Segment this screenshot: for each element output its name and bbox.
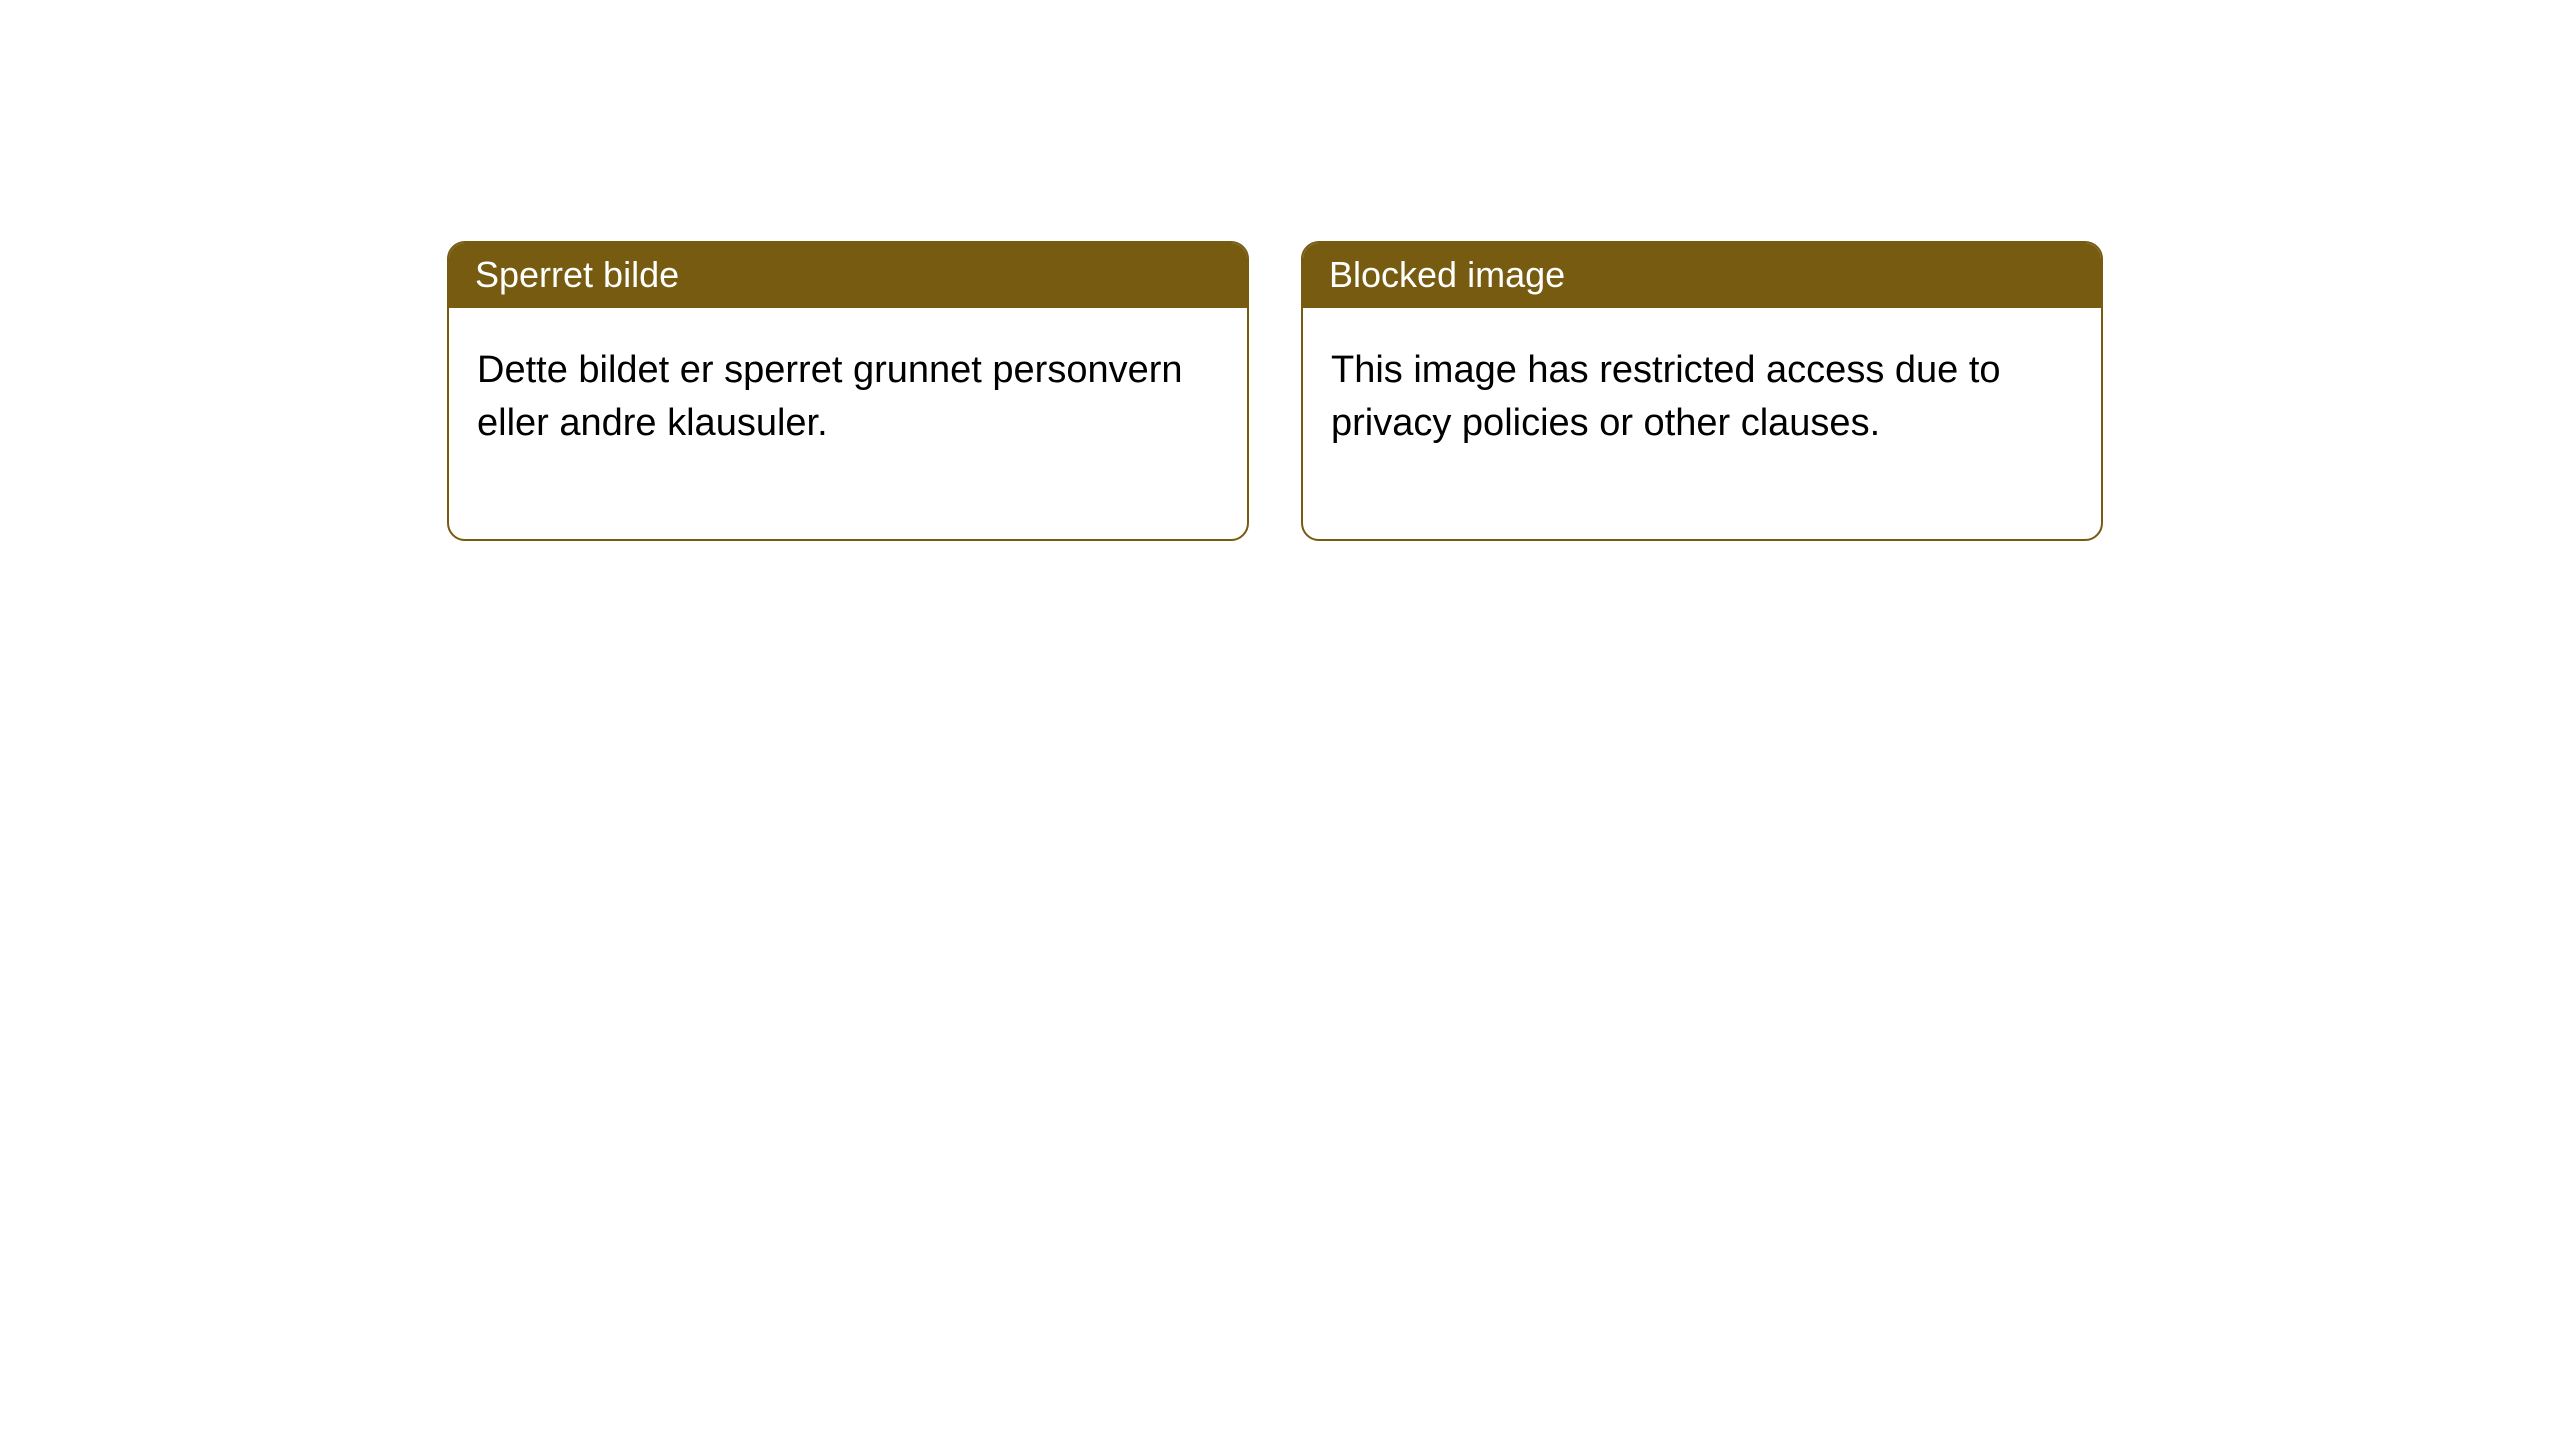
notice-header: Sperret bilde bbox=[449, 243, 1247, 308]
notice-container: Sperret bilde Dette bildet er sperret gr… bbox=[0, 0, 2560, 541]
notice-body: This image has restricted access due to … bbox=[1303, 308, 2101, 539]
notice-header: Blocked image bbox=[1303, 243, 2101, 308]
notice-card-norwegian: Sperret bilde Dette bildet er sperret gr… bbox=[447, 241, 1249, 541]
notice-body: Dette bildet er sperret grunnet personve… bbox=[449, 308, 1247, 539]
notice-card-english: Blocked image This image has restricted … bbox=[1301, 241, 2103, 541]
